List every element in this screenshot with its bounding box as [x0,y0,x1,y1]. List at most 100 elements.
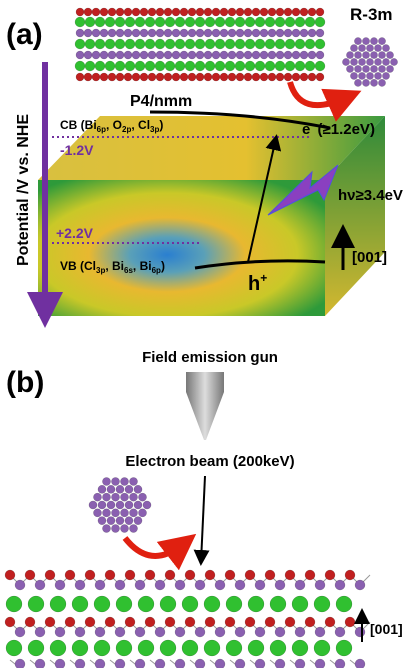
atom [196,73,204,81]
atom [308,29,316,37]
atom [164,73,172,81]
atom [115,39,125,49]
atom [292,596,308,612]
atom [185,570,195,580]
atom [188,29,196,37]
atom [345,570,355,580]
atom [111,493,119,501]
atom [295,659,305,668]
atom [93,509,101,517]
atom [135,659,145,668]
atom [5,570,15,580]
atom [155,39,165,49]
atom [260,73,268,81]
atom [116,640,132,656]
atom [212,51,220,59]
atom [268,8,276,16]
atom [102,524,110,532]
atom [260,8,268,16]
atom [105,570,115,580]
atom [172,51,180,59]
atom [265,617,275,627]
atom [35,580,45,590]
atom [275,61,285,71]
panel-label: (b) [6,366,44,399]
atom [85,39,95,49]
atom [284,8,292,16]
atom [308,8,316,16]
atom [125,485,133,493]
atom [245,17,255,27]
atom [95,17,105,27]
atom [84,51,92,59]
atom [165,61,175,71]
atom [378,51,385,58]
atom [85,17,95,27]
atom [182,596,198,612]
atom [245,617,255,627]
atom [188,8,196,16]
atom [134,517,142,525]
atom [215,580,225,590]
atom [335,659,345,668]
atom [315,580,325,590]
atom [235,627,245,637]
atom [305,570,315,580]
atom [134,485,142,493]
atom [228,51,236,59]
atom [138,493,146,501]
atom [362,51,369,58]
direction-label: [001] [370,621,403,637]
atom [275,659,285,668]
atom [205,570,215,580]
atom [225,617,235,627]
atom [102,493,110,501]
atom [314,596,330,612]
atom [94,640,110,656]
atom [72,640,88,656]
atom [138,640,154,656]
atom [125,617,135,627]
atom [215,17,225,27]
atom [132,8,140,16]
atom [140,29,148,37]
atom [196,8,204,16]
atom [252,29,260,37]
atom [236,29,244,37]
atom [95,580,105,590]
atom [160,640,176,656]
atom [100,73,108,81]
atom [145,617,155,627]
atom [205,17,215,27]
atom [255,627,265,637]
atom [276,8,284,16]
atom [285,61,295,71]
atom [175,61,185,71]
atom [315,17,325,27]
atom [125,17,135,27]
atom [100,8,108,16]
atom [292,51,300,59]
atom [35,659,45,668]
atom [205,39,215,49]
atom [172,73,180,81]
atom [204,73,212,81]
atom [316,51,324,59]
atom [85,617,95,627]
atom [145,39,155,49]
atom [120,524,128,532]
atom [129,509,137,517]
atom [155,17,165,27]
gun [186,372,224,440]
atom [5,617,15,627]
atom [268,73,276,81]
atom [285,17,295,27]
atom [382,58,389,65]
atom [175,39,185,49]
atom [145,570,155,580]
atom [350,44,357,51]
atom [76,51,84,59]
atom [185,39,195,49]
atom [120,477,128,485]
atom [244,8,252,16]
